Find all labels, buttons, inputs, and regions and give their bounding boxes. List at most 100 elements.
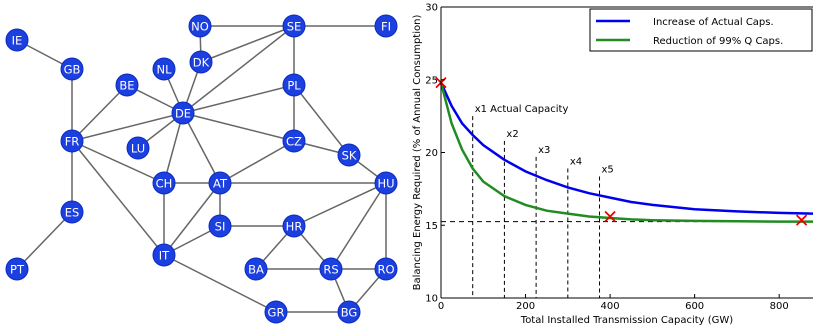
node-circle — [264, 300, 288, 324]
node-circle — [282, 129, 306, 153]
nodes-layer: IE GB BE NL NO DK SE FI DE PL FR LU CZ SK CH AT HU ES SI HR… — [5, 14, 398, 324]
node-hu: HU — [374, 171, 398, 195]
node-cz: CZ — [282, 129, 306, 153]
annotation-label-3: x3 — [538, 145, 550, 156]
node-label: SI — [215, 220, 226, 234]
x-tick-label: 400 — [601, 301, 620, 312]
edge-de-cz — [182, 112, 295, 142]
node-circle — [374, 257, 398, 281]
node-label: LU — [131, 142, 145, 156]
node-label: BG — [341, 306, 358, 320]
node-circle — [319, 257, 343, 281]
node-pt: PT — [5, 257, 29, 281]
annotation-label-1: x1 Actual Capacity — [475, 104, 569, 115]
node-circle — [5, 257, 29, 281]
node-label: NL — [156, 63, 172, 77]
node-label: CZ — [286, 135, 302, 149]
node-label: FR — [65, 135, 80, 149]
edge-se-dk — [200, 25, 295, 63]
node-label: HR — [286, 220, 303, 234]
chart-layer: x1 Actual Capacity x2 x3 x4 x5 10 15 20 25 30 0 200… — [412, 3, 813, 326]
node-label: GB — [64, 63, 81, 77]
node-sk: SK — [337, 143, 361, 167]
x-tick-label: 200 — [516, 301, 535, 312]
node-ro: RO — [374, 257, 398, 281]
network-graph: IE GB BE NL NO DK SE FI DE PL FR LU CZ SK CH AT HU ES SI HR… — [5, 14, 398, 324]
node-dk: DK — [189, 50, 213, 74]
node-label: SK — [342, 149, 357, 163]
node-circle — [208, 171, 232, 195]
node-circle — [374, 14, 398, 38]
node-label: IE — [12, 34, 23, 48]
node-es: ES — [60, 200, 84, 224]
x-marker-2 — [604, 210, 616, 223]
edge-rs-hu — [330, 182, 387, 270]
series-line-1 — [439, 82, 813, 215]
series-line-2 — [439, 82, 813, 223]
node-circle — [60, 200, 84, 224]
node-circle — [188, 14, 212, 38]
node-label: BE — [119, 79, 134, 93]
edge-de-pl — [182, 84, 295, 114]
node-circle — [282, 214, 306, 238]
x-marker-3 — [795, 214, 808, 226]
node-fi: FI — [374, 14, 398, 38]
y-tick-label: 20 — [425, 148, 438, 159]
legend-label-1: Increase of Actual Caps. — [653, 17, 774, 28]
node-it: IT — [152, 243, 176, 267]
node-label: DK — [193, 56, 210, 70]
y-tick-label: 15 — [425, 221, 438, 232]
node-label: HU — [377, 177, 394, 191]
edge-at-it — [163, 182, 221, 256]
y-tick-label: 10 — [425, 294, 438, 305]
x-tick-label: 800 — [770, 301, 789, 312]
edge-fr-it — [71, 140, 165, 256]
node-label: FI — [381, 20, 391, 34]
edge-se-de — [182, 25, 295, 114]
node-pl: PL — [282, 73, 306, 97]
node-gb: GB — [60, 57, 84, 81]
x-tick-label: 600 — [685, 301, 704, 312]
edge-fr-be — [71, 84, 128, 142]
annotation-label-4: x4 — [570, 157, 582, 168]
node-circle — [244, 257, 268, 281]
node-circle — [115, 73, 139, 97]
node-label: RS — [323, 263, 338, 277]
node-label: CH — [156, 177, 173, 191]
node-de: DE — [171, 101, 195, 125]
node-circle — [282, 14, 306, 38]
node-circle — [374, 171, 398, 195]
node-ie: IE — [5, 28, 29, 52]
legend: Increase of Actual Caps. Reduction of 99%… — [589, 8, 813, 52]
node-circle — [152, 243, 176, 267]
edge-fr-ch — [71, 140, 165, 184]
node-label: SE — [287, 20, 302, 34]
node-circle — [337, 300, 361, 324]
edges-layer — [16, 25, 387, 313]
edge-pl-sk — [293, 84, 350, 156]
x-axis-label: Total Installed Transmission Capacity (G… — [520, 315, 734, 326]
node-circle — [208, 214, 232, 238]
node-ba: BA — [244, 257, 268, 281]
node-be: BE — [115, 73, 139, 97]
node-label: IT — [159, 249, 170, 263]
node-hr: HR — [282, 214, 306, 238]
node-fr: FR — [60, 129, 84, 153]
edge-de-ch — [163, 112, 184, 184]
x-marker-1 — [435, 77, 447, 89]
edge-hr-hu — [293, 182, 387, 227]
edge-it-gr — [163, 254, 277, 313]
y-tick-label: 25 — [425, 75, 438, 86]
edge-de-at — [182, 112, 221, 184]
node-at: AT — [208, 171, 232, 195]
node-circle — [152, 171, 176, 195]
annotation-label-5: x5 — [602, 165, 614, 176]
node-label: DE — [175, 107, 191, 121]
node-circle — [152, 57, 176, 81]
node-label: GR — [268, 306, 285, 320]
y-axis-label: Balancing Energy Required (% of Annual C… — [412, 15, 423, 291]
node-circle — [126, 136, 150, 160]
annotation-label-2: x2 — [506, 129, 518, 140]
node-label: AT — [213, 177, 228, 191]
